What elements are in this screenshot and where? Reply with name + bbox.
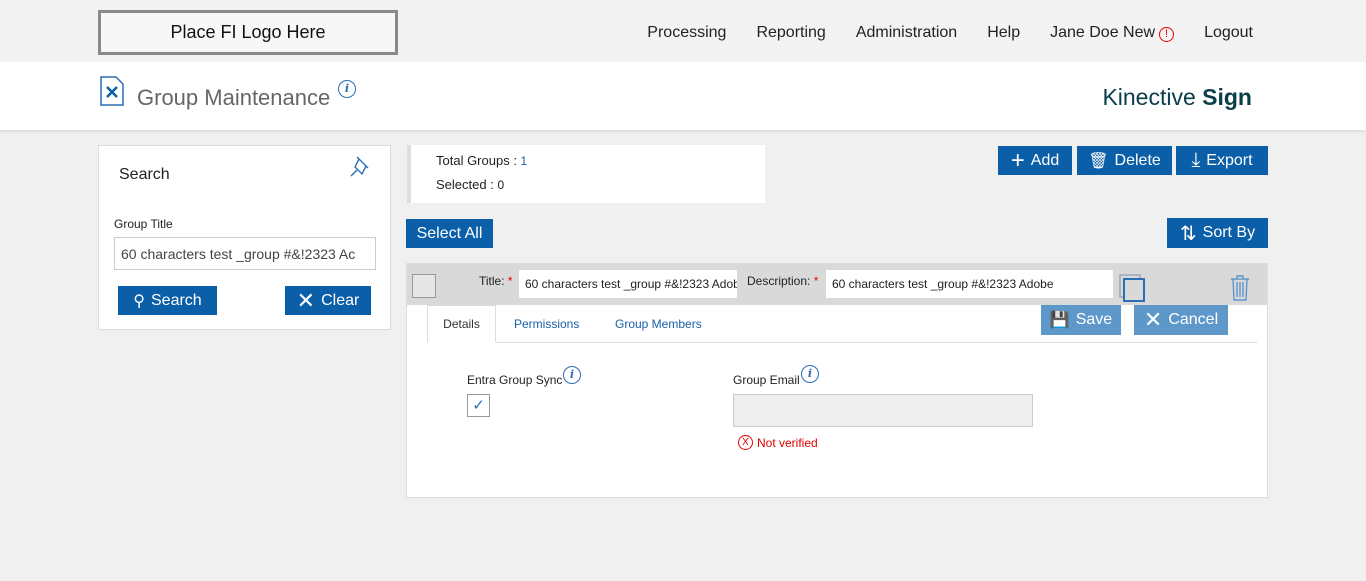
group-email-input[interactable] (733, 394, 1033, 427)
description-label-text: Description: (747, 274, 811, 288)
nav-administration[interactable]: Administration (855, 24, 958, 41)
clear-button-label: Clear (321, 291, 360, 309)
title-label-text: Title: (479, 274, 505, 288)
search-title: Search (119, 166, 170, 183)
page-title: Group Maintenance (137, 85, 331, 110)
description-input[interactable]: 60 characters test _group #&!2323 Adobe (826, 270, 1113, 298)
total-label: Total Groups : (436, 153, 521, 168)
cancel-label: Cancel (1168, 311, 1219, 328)
select-checkbox[interactable] (412, 274, 436, 298)
not-verified-text: Not verified (757, 435, 818, 450)
fi-logo-placeholder: Place FI Logo Here (98, 10, 398, 55)
copy-icon[interactable] (1119, 274, 1147, 302)
entra-sync-label: Entra Group Sync (467, 373, 563, 387)
description-label: Description: * (747, 274, 818, 288)
search-button-label: Search (151, 291, 202, 309)
group-title-input[interactable]: 60 characters test _group #&!2323 Ac (114, 237, 376, 270)
cancel-button[interactable]: ✕ Cancel (1134, 305, 1228, 335)
title-label: Title: * (479, 274, 513, 288)
brand-text-bold: Sign (1202, 84, 1252, 110)
export-label: Export (1206, 151, 1253, 169)
entra-sync-checkbox[interactable]: ✓ (467, 394, 490, 417)
search-icon: ⚲ (133, 292, 145, 310)
document-tools-icon (100, 76, 124, 106)
verification-status: X Not verified (738, 435, 818, 450)
trash-icon[interactable] (1229, 274, 1251, 302)
user-name: Jane Doe New (1050, 24, 1156, 41)
selected-value: 0 (497, 178, 505, 192)
error-icon: X (738, 435, 753, 450)
delete-button[interactable]: 🗑 Delete (1077, 146, 1172, 175)
sort-by-button[interactable]: ⇅ Sort By (1167, 218, 1268, 248)
info-icon[interactable]: i (563, 366, 581, 384)
brand-text: Kinective (1102, 84, 1203, 110)
warning-icon: ! (1159, 27, 1175, 42)
download-icon: ⤓ (1191, 149, 1201, 171)
sort-icon: ⇅ (1179, 222, 1197, 245)
tab-permissions[interactable]: Permissions (514, 317, 580, 331)
select-all-button[interactable]: Select All (406, 219, 493, 248)
nav-reporting[interactable]: Reporting (756, 24, 826, 41)
summary-panel: Total Groups : 1 Selected : 0 (407, 145, 765, 203)
total-count: 1 (520, 154, 528, 168)
nav-help[interactable]: Help (987, 24, 1021, 41)
required-marker: * (507, 274, 513, 288)
save-icon: 💾 (1049, 312, 1070, 329)
group-card: Title: * 60 characters test _group #&!23… (406, 263, 1268, 498)
tabs-divider (427, 342, 1257, 343)
group-email-label: Group Email (733, 373, 800, 387)
required-marker: * (813, 274, 819, 288)
nav-logout[interactable]: Logout (1204, 24, 1253, 41)
title-input[interactable]: 60 characters test _group #&!2323 Adobe (519, 270, 737, 298)
selected-count: Selected : 0 (436, 177, 504, 192)
search-button[interactable]: ⚲ Search (118, 286, 217, 315)
trash-icon: 🗑 (1088, 152, 1109, 170)
delete-label: Delete (1114, 151, 1161, 169)
info-icon[interactable]: i (801, 365, 819, 383)
plus-icon: + (1010, 146, 1025, 174)
save-button[interactable]: 💾 Save (1041, 305, 1121, 335)
save-label: Save (1075, 311, 1113, 328)
selected-label: Selected : (436, 177, 498, 192)
nav-processing[interactable]: Processing (647, 24, 727, 41)
main-nav: Processing Reporting Administration Help… (647, 24, 1253, 42)
search-panel: Search Group Title 60 characters test _g… (98, 145, 391, 330)
clear-button[interactable]: ✕ Clear (285, 286, 371, 315)
export-button[interactable]: ⤓ Export (1176, 146, 1268, 175)
close-icon: ✕ (296, 287, 316, 313)
page-header: Group Maintenance i Kinective Sign (0, 62, 1366, 130)
nav-user[interactable]: Jane Doe New! (1050, 24, 1175, 42)
group-title-label: Group Title (114, 217, 173, 231)
total-groups: Total Groups : 1 (436, 153, 527, 168)
info-icon[interactable]: i (338, 80, 356, 98)
add-label: Add (1030, 151, 1060, 169)
sort-label: Sort By (1202, 224, 1256, 241)
add-button[interactable]: + Add (998, 146, 1072, 175)
top-bar: Place FI Logo Here Processing Reporting … (0, 0, 1366, 62)
pin-icon[interactable] (349, 154, 371, 178)
tab-group-members[interactable]: Group Members (615, 317, 702, 331)
close-icon: ✕ (1143, 307, 1163, 332)
tab-details[interactable]: Details (427, 305, 496, 343)
brand-logo: Kinective Sign (1102, 84, 1252, 111)
